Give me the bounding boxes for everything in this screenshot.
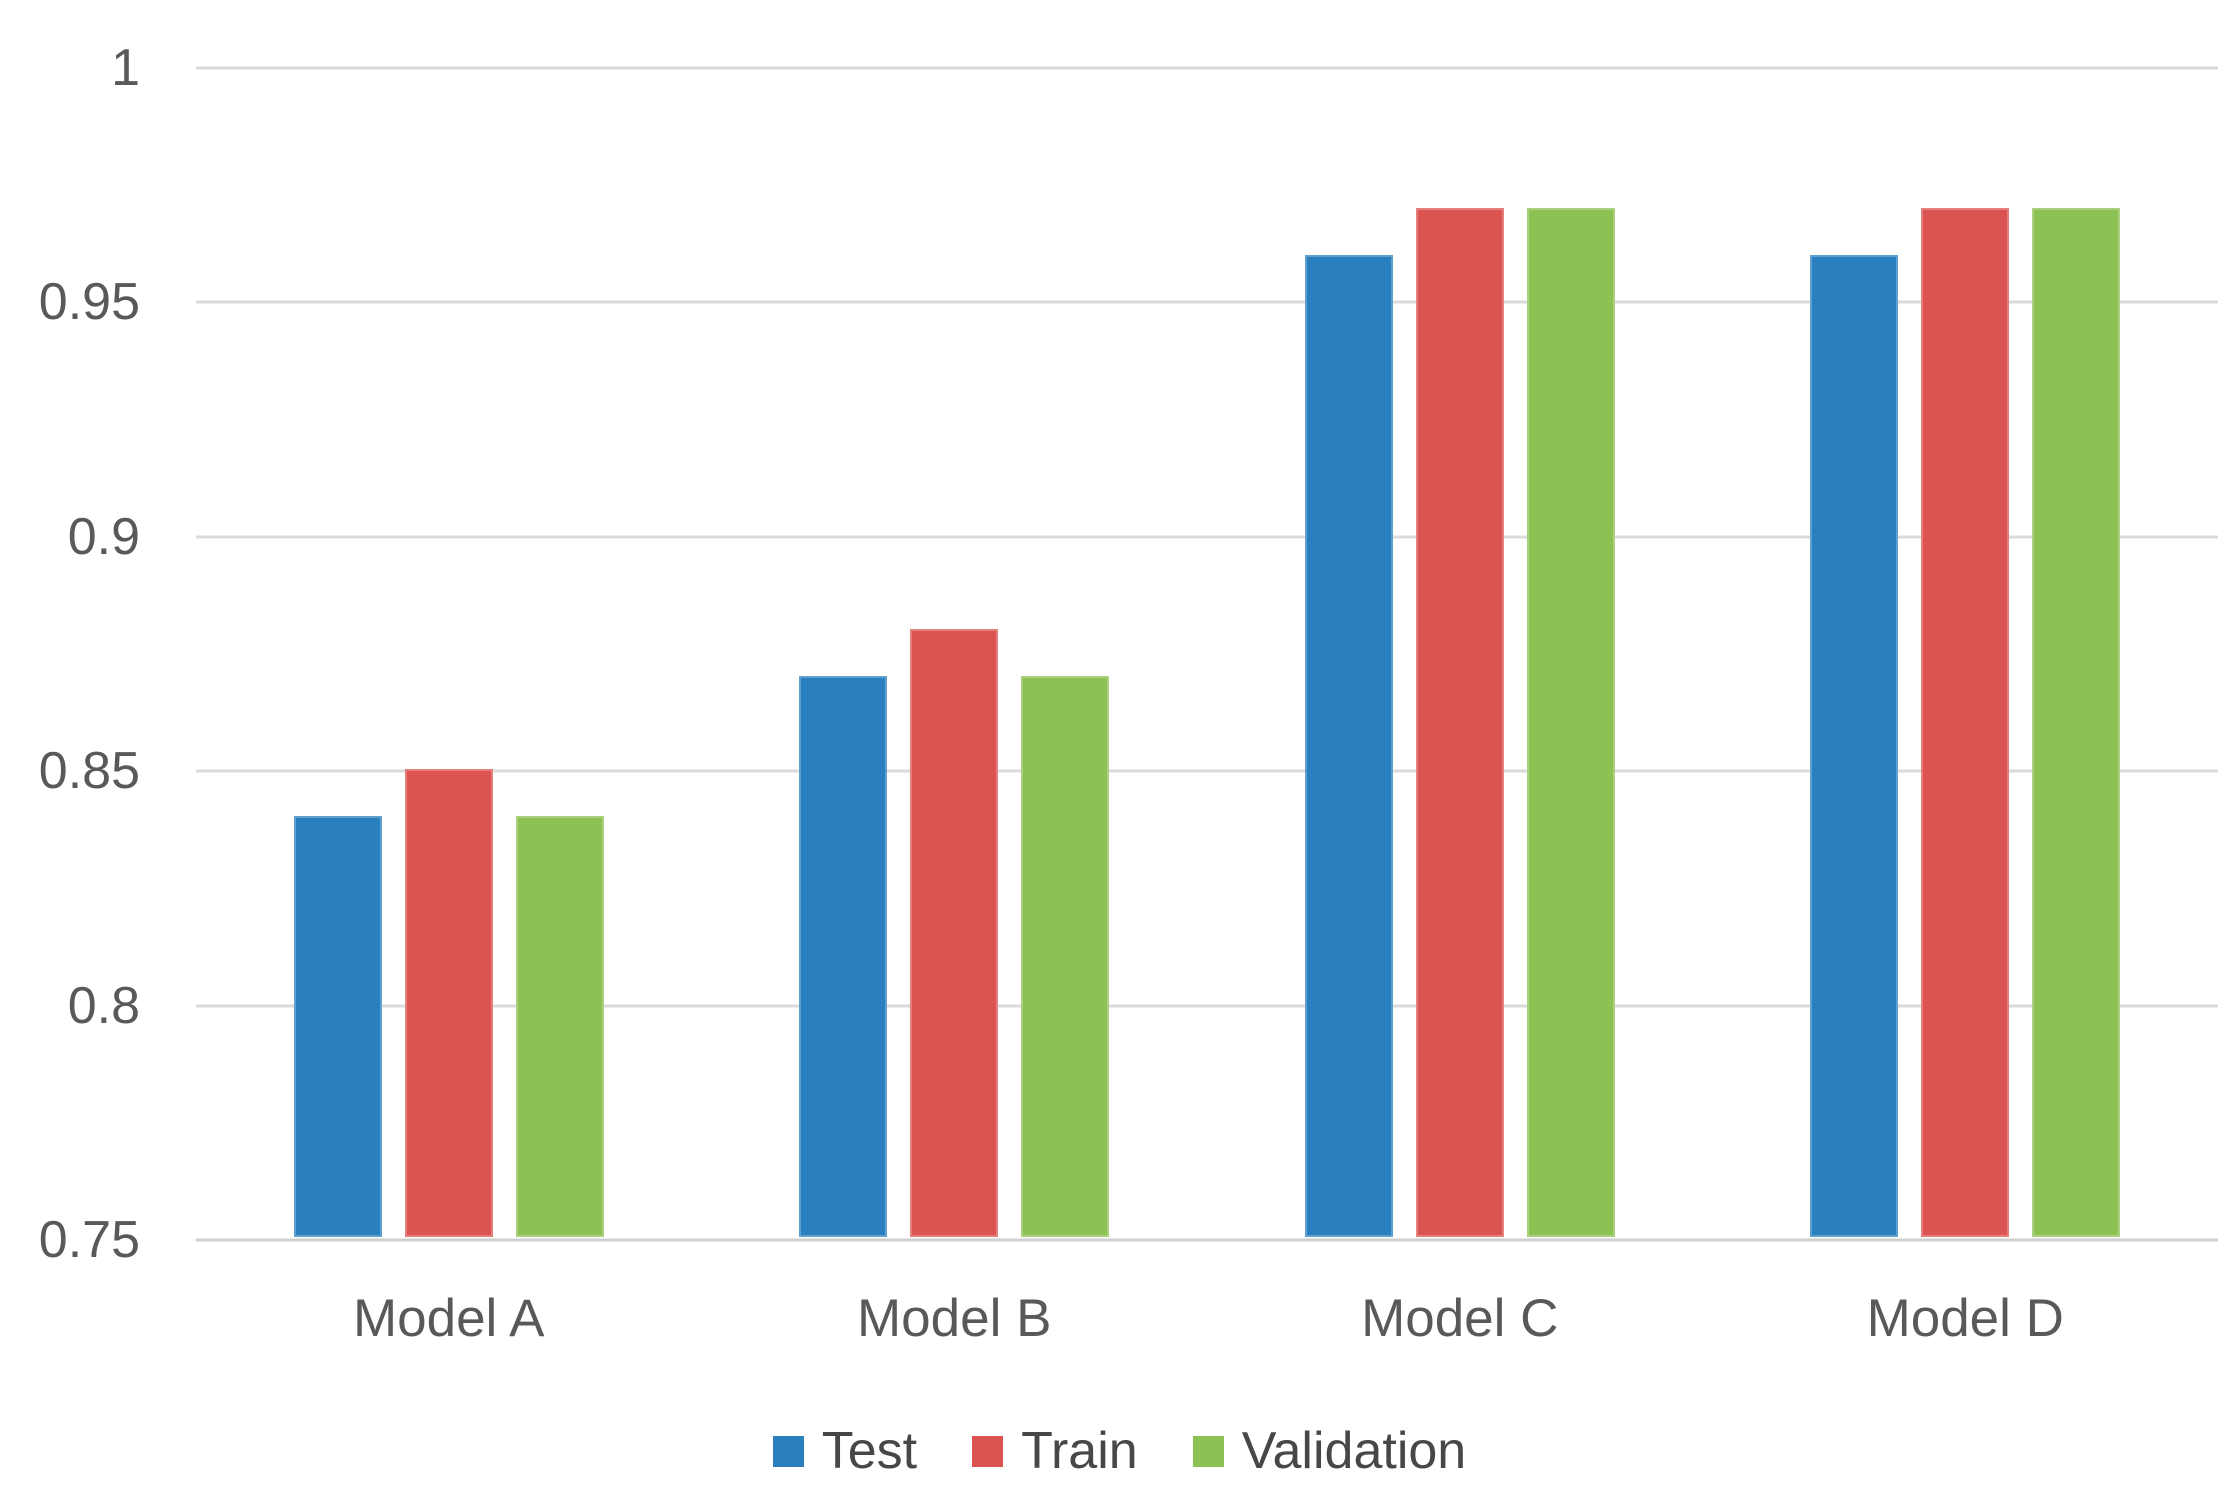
bar-model-b-test [799, 675, 888, 1237]
bars-container [196, 68, 2218, 1237]
bar-model-d-test [1810, 255, 1899, 1237]
x-axis-label-model-d: Model D [1866, 1289, 2064, 1348]
bar-model-c-train [1415, 208, 1504, 1237]
y-axis-label-0-95: 0.95 [38, 273, 140, 332]
y-axis-label-0-8: 0.8 [67, 976, 140, 1035]
legend-swatch-train [972, 1435, 1004, 1467]
bar-group-model-d [1713, 68, 2219, 1237]
legend: Test Train Validation [0, 1420, 2239, 1482]
y-axis-label-0-85: 0.85 [38, 742, 140, 801]
plot-area [196, 66, 2218, 1242]
y-axis-label-0-9: 0.9 [67, 507, 140, 566]
bar-model-a-test [293, 816, 382, 1237]
gridline-0-85 [196, 769, 2218, 773]
legend-label-test: Test [821, 1422, 918, 1480]
bar-model-d-train [1921, 208, 2010, 1237]
bar-model-a-validation [515, 816, 604, 1237]
bar-model-c-validation [1526, 208, 1615, 1237]
bar-model-d-validation [2032, 208, 2121, 1237]
bar-group-model-a [196, 68, 702, 1237]
bar-model-c-test [1304, 255, 1393, 1237]
bar-model-b-validation [1021, 675, 1110, 1237]
y-axis-label-0-75: 0.75 [38, 1211, 140, 1269]
x-axis: Model A Model B Model C Model D [196, 1288, 2218, 1350]
gridline-0-95 [196, 300, 2218, 304]
bar-group-model-b [702, 68, 1208, 1237]
gridline-0-75 [196, 1238, 2218, 1242]
legend-item-test: Test [772, 1422, 918, 1480]
bar-model-a-train [404, 769, 493, 1237]
legend-item-train: Train [972, 1423, 1138, 1479]
x-axis-label-model-c: Model C [1361, 1289, 1559, 1348]
y-axis-label-1: 1 [111, 39, 140, 97]
x-axis-label-model-a: Model A [352, 1289, 545, 1348]
gridline-0-9 [196, 535, 2218, 539]
bar-model-b-train [910, 629, 999, 1237]
gridline-0-8 [196, 1004, 2218, 1008]
gridline-1 [196, 66, 2218, 70]
bar-group-model-c [1207, 68, 1713, 1237]
legend-swatch-test [772, 1435, 804, 1467]
legend-label-train: Train [1021, 1422, 1138, 1480]
legend-label-validation: Validation [1241, 1422, 1467, 1480]
legend-swatch-validation [1192, 1435, 1224, 1467]
x-axis-label-model-b: Model B [857, 1289, 1052, 1348]
y-axis: 1 0.95 0.9 0.85 0.8 0.75 [0, 42, 140, 1266]
legend-item-validation: Validation [1192, 1422, 1467, 1480]
